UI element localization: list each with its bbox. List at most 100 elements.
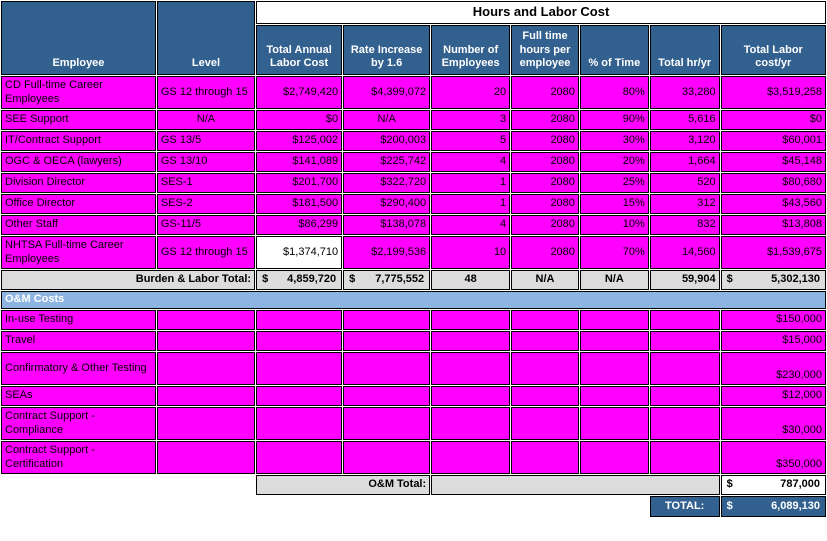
employee-cell[interactable]: SEE Support [1, 110, 156, 130]
om-label-cell[interactable]: SEAs [1, 386, 156, 406]
hours-cell[interactable]: 2080 [511, 215, 579, 235]
annual-cost-cell[interactable]: $1,374,710 [256, 236, 343, 269]
om-empty-cell[interactable] [431, 352, 511, 385]
col-header-fulltime-hours[interactable]: Full time hours per employee [511, 25, 579, 75]
hr-yr-cell[interactable]: 1,664 [649, 152, 720, 172]
labor-cost-cell[interactable]: $13,808 [720, 215, 826, 235]
hours-cell[interactable]: 2080 [511, 236, 579, 269]
om-empty-cell[interactable] [256, 352, 343, 385]
om-empty-cell[interactable] [256, 310, 343, 330]
om-empty-cell[interactable] [343, 352, 431, 385]
burden-annual-total[interactable]: $4,859,720 [256, 270, 343, 290]
employee-count-cell[interactable]: 1 [431, 194, 511, 214]
om-empty-cell[interactable] [256, 331, 343, 351]
rate-increase-cell[interactable]: N/A [343, 110, 431, 130]
om-label-cell[interactable]: Contract Support - Compliance [1, 407, 156, 440]
om-empty-cell[interactable] [343, 407, 431, 440]
annual-cost-cell[interactable]: $181,500 [256, 194, 343, 214]
om-label-cell[interactable]: Contract Support - Certification [1, 441, 156, 474]
om-value-cell[interactable]: $230,000 [720, 352, 826, 385]
pct-time-cell[interactable]: 25% [579, 173, 649, 193]
hours-cell[interactable]: 2080 [511, 194, 579, 214]
om-value-cell[interactable]: $30,000 [720, 407, 826, 440]
om-empty-cell[interactable] [156, 352, 256, 385]
rate-increase-cell[interactable]: $290,400 [343, 194, 431, 214]
burden-pct-total[interactable]: N/A [579, 270, 649, 290]
om-empty-cell[interactable] [431, 331, 511, 351]
hours-cell[interactable]: 2080 [511, 76, 579, 109]
burden-hr-yr-total[interactable]: 59,904 [649, 270, 720, 290]
om-empty-cell[interactable] [343, 386, 431, 406]
hr-yr-cell[interactable]: 14,560 [649, 236, 720, 269]
om-empty-cell[interactable] [511, 407, 579, 440]
labor-cost-cell[interactable]: $3,519,258 [720, 76, 826, 109]
employee-cell[interactable]: OGC & OECA (lawyers) [1, 152, 156, 172]
om-empty-cell[interactable] [156, 386, 256, 406]
om-label-cell[interactable]: Confirmatory & Other Testing [1, 352, 156, 385]
pct-time-cell[interactable]: 20% [579, 152, 649, 172]
om-label-cell[interactable]: Travel [1, 331, 156, 351]
col-header-pct-of-time[interactable]: % of Time [579, 25, 649, 75]
hr-yr-cell[interactable]: 5,616 [649, 110, 720, 130]
hours-cell[interactable]: 2080 [511, 152, 579, 172]
employee-cell[interactable]: NHTSA Full-time Career Employees [1, 236, 156, 269]
om-empty-cell[interactable] [256, 441, 343, 474]
pct-time-cell[interactable]: 15% [579, 194, 649, 214]
om-total-empty[interactable] [431, 475, 720, 495]
pct-time-cell[interactable]: 70% [579, 236, 649, 269]
labor-cost-cell[interactable]: $60,001 [720, 131, 826, 151]
level-cell[interactable]: GS 12 through 15 [156, 76, 256, 109]
om-empty-cell[interactable] [649, 331, 720, 351]
om-empty-cell[interactable] [649, 352, 720, 385]
om-empty-cell[interactable] [511, 352, 579, 385]
om-empty-cell[interactable] [649, 386, 720, 406]
employee-cell[interactable]: IT/Contract Support [1, 131, 156, 151]
om-empty-cell[interactable] [579, 352, 649, 385]
om-value-cell[interactable]: $15,000 [720, 331, 826, 351]
om-empty-cell[interactable] [579, 310, 649, 330]
om-empty-cell[interactable] [511, 441, 579, 474]
hr-yr-cell[interactable]: 33,280 [649, 76, 720, 109]
employee-count-cell[interactable]: 10 [431, 236, 511, 269]
om-empty-cell[interactable] [343, 441, 431, 474]
om-empty-cell[interactable] [649, 407, 720, 440]
col-header-employee[interactable]: Employee [1, 1, 156, 75]
om-empty-cell[interactable] [649, 441, 720, 474]
annual-cost-cell[interactable]: $2,749,420 [256, 76, 343, 109]
labor-cost-cell[interactable]: $0 [720, 110, 826, 130]
hours-cell[interactable]: 2080 [511, 173, 579, 193]
level-cell[interactable]: SES-1 [156, 173, 256, 193]
hr-yr-cell[interactable]: 312 [649, 194, 720, 214]
om-empty-cell[interactable] [156, 331, 256, 351]
rate-increase-cell[interactable]: $2,199,536 [343, 236, 431, 269]
col-header-total-annual-labor-cost[interactable]: Total Annual Labor Cost [256, 25, 343, 75]
annual-cost-cell[interactable]: $86,299 [256, 215, 343, 235]
rate-increase-cell[interactable]: $4,399,072 [343, 76, 431, 109]
om-empty-cell[interactable] [256, 407, 343, 440]
om-empty-cell[interactable] [511, 386, 579, 406]
pct-time-cell[interactable]: 90% [579, 110, 649, 130]
employee-count-cell[interactable]: 4 [431, 215, 511, 235]
om-empty-cell[interactable] [343, 310, 431, 330]
om-empty-cell[interactable] [431, 310, 511, 330]
col-header-level[interactable]: Level [156, 1, 256, 75]
employee-count-cell[interactable]: 3 [431, 110, 511, 130]
om-empty-cell[interactable] [511, 331, 579, 351]
labor-cost-cell[interactable]: $80,680 [720, 173, 826, 193]
om-total-value[interactable]: $787,000 [720, 475, 826, 495]
om-empty-cell[interactable] [431, 441, 511, 474]
pct-time-cell[interactable]: 30% [579, 131, 649, 151]
employee-cell[interactable]: Division Director [1, 173, 156, 193]
om-empty-cell[interactable] [579, 441, 649, 474]
level-cell[interactable]: N/A [156, 110, 256, 130]
employee-cell[interactable]: Office Director [1, 194, 156, 214]
om-value-cell[interactable]: $12,000 [720, 386, 826, 406]
employee-cell[interactable]: CD Full-time Career Employees [1, 76, 156, 109]
om-empty-cell[interactable] [511, 310, 579, 330]
level-cell[interactable]: GS 12 through 15 [156, 236, 256, 269]
hours-cell[interactable]: 2080 [511, 131, 579, 151]
om-empty-cell[interactable] [343, 331, 431, 351]
level-cell[interactable]: GS 13/5 [156, 131, 256, 151]
annual-cost-cell[interactable]: $125,002 [256, 131, 343, 151]
rate-increase-cell[interactable]: $225,742 [343, 152, 431, 172]
